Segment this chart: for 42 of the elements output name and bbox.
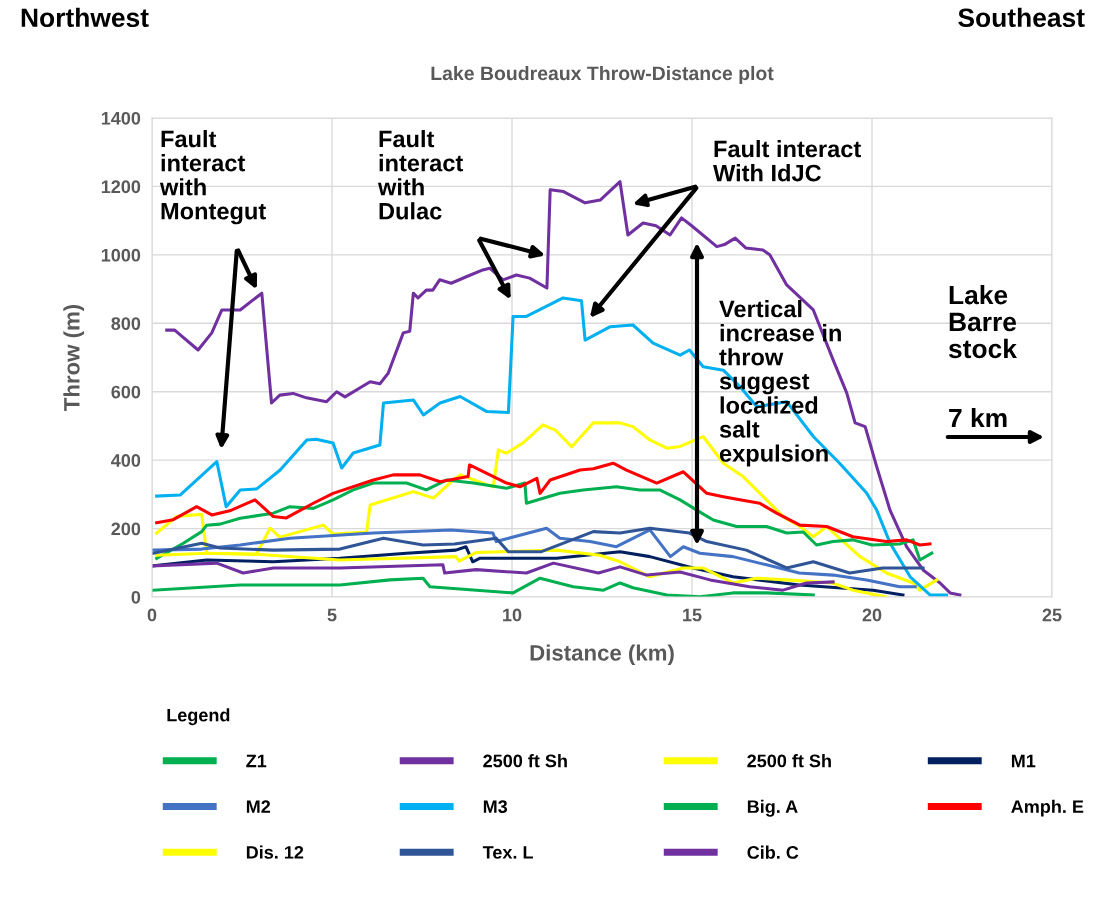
x-tick-label: 20 bbox=[862, 608, 882, 622]
legend-label: M1 bbox=[1011, 754, 1036, 768]
y-axis-title: Throw (m) bbox=[63, 304, 85, 411]
legend-label: 2500 ft Sh bbox=[483, 754, 567, 768]
x-tick-label: 0 bbox=[147, 608, 157, 622]
legend-label: Tex. L bbox=[482, 846, 533, 859]
annotation: 7 km bbox=[949, 408, 1007, 428]
x-tick-label: 10 bbox=[503, 608, 522, 622]
line-series bbox=[152, 561, 835, 592]
text: Northwest bbox=[21, 7, 149, 28]
legend-label: 2500 ft Sh bbox=[747, 754, 831, 768]
legend-label: Cib. C bbox=[747, 845, 799, 859]
x-tick-label: 25 bbox=[1042, 608, 1062, 622]
y-tick-label: 0 bbox=[131, 590, 141, 604]
legend-label: Z1 bbox=[246, 754, 267, 768]
x-tick-label: 5 bbox=[327, 608, 337, 622]
text: Southeast bbox=[958, 7, 1085, 28]
line-series bbox=[155, 296, 949, 597]
legend-label: Amph. E bbox=[1011, 799, 1084, 817]
y-tick-label: 1200 bbox=[101, 180, 141, 194]
y-tick-label: 800 bbox=[111, 317, 141, 331]
y-tick-label: 600 bbox=[111, 385, 141, 399]
annotation: Fault interact With IdJC bbox=[713, 140, 861, 182]
y-tick-label: 200 bbox=[111, 522, 141, 536]
legend-label: Dis. 12 bbox=[246, 845, 304, 859]
legend-title: Legend bbox=[167, 708, 230, 726]
x-tick-label: 15 bbox=[683, 608, 702, 622]
line-series bbox=[152, 526, 925, 575]
annotation: Fault interact with Montegut bbox=[159, 130, 266, 225]
y-tick-label: 1000 bbox=[101, 248, 141, 262]
annotation: Fault interact with Dulac bbox=[377, 130, 463, 220]
legend-label: M2 bbox=[246, 800, 271, 813]
line-series bbox=[152, 526, 917, 589]
x-axis-title: Distance (km) bbox=[530, 644, 674, 666]
chart-title: Lake Boudreaux Throw-Distance plot bbox=[431, 65, 774, 85]
y-tick-label: 1400 bbox=[101, 111, 141, 125]
y-tick-label: 400 bbox=[111, 454, 141, 467]
line-series bbox=[155, 478, 934, 562]
line-series bbox=[152, 576, 815, 597]
annotation: Lake Barre stock bbox=[948, 285, 1017, 359]
legend-label: Big. A bbox=[747, 799, 798, 817]
legend-label: M3 bbox=[483, 800, 508, 814]
